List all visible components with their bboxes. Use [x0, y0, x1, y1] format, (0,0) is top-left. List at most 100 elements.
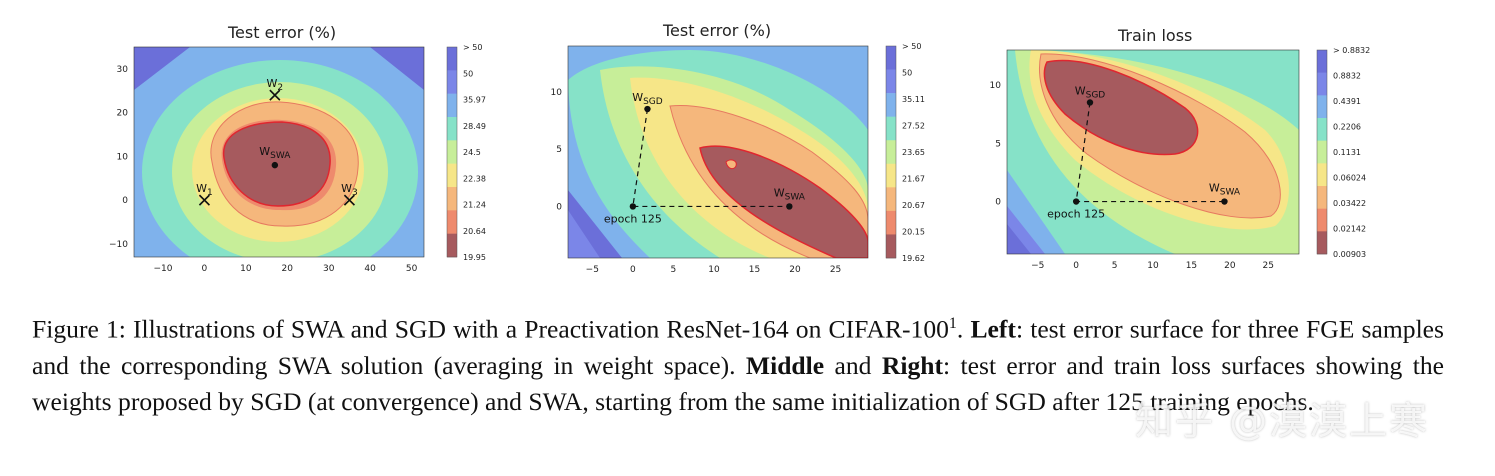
fge-sample-marker: [198, 194, 210, 206]
point-label-subscript: 3: [352, 188, 358, 198]
point-label-subscript: SGD: [643, 97, 663, 107]
weight-point-marker: [629, 203, 637, 210]
colorbar-label: 22.38: [463, 174, 486, 183]
y-tick-label: 0: [995, 198, 1001, 208]
colorbar-label: 27.52: [902, 122, 925, 131]
colorbar-segment: [447, 117, 457, 141]
x-tick-label: 20: [1224, 261, 1236, 271]
x-tick-label: −10: [154, 264, 173, 274]
x-tick-label: −5: [1031, 261, 1044, 271]
figure-caption: Figure 1: Illustrations of SWA and SGD w…: [32, 306, 1444, 420]
point-label-subscript: SWA: [785, 192, 806, 202]
y-tick-label: −10: [109, 240, 128, 250]
point-label: epoch 125: [604, 212, 662, 225]
x-tick-label: 10: [708, 265, 720, 275]
figure-panel-left: Test error (%) −10 0 10 20 30 40 50 30 20 10 0 −10 …: [100, 20, 486, 280]
caption-right-text: : test error and train loss surfaces sho…: [32, 350, 1444, 416]
colorbar-segment: [447, 163, 457, 188]
colorbar-label: 21.24: [463, 201, 486, 210]
colorbar-label: 24.5: [463, 148, 481, 157]
colorbar-segment: [447, 47, 457, 71]
colorbar-segment: [886, 210, 896, 235]
colorbar-label: 0.4391: [1333, 97, 1361, 106]
caption-sep: .: [956, 314, 971, 344]
weight-point-marker: [644, 105, 651, 113]
colorbar-segment: [447, 70, 457, 94]
y-tick-label: 0: [122, 196, 128, 206]
colorbar-label: 0.03422: [1333, 199, 1366, 208]
colorbar-label: 20.64: [463, 227, 486, 236]
y-tick-label: 30: [117, 65, 129, 75]
colorbar-segment: [447, 233, 457, 258]
x-tick-label: −5: [586, 265, 599, 275]
y-tick-label: 5: [995, 139, 1001, 149]
colorbar-segment: [1317, 50, 1327, 73]
panel-title: Test error (%): [663, 21, 772, 40]
contour-corner: [370, 47, 424, 90]
colorbar-segment: [1317, 163, 1327, 187]
x-tick-label: 0: [202, 264, 208, 274]
colorbar-label: 0.02142: [1333, 225, 1366, 234]
colorbar-label: 35.11: [902, 95, 925, 104]
colorbar-label: > 50: [902, 42, 921, 51]
colorbar-label: 20.67: [902, 201, 925, 210]
colorbar-segment: [886, 140, 896, 165]
y-tick-label: 20: [117, 109, 129, 119]
contour-corner: [134, 47, 190, 90]
colorbar-segment: [1317, 208, 1327, 232]
y-tick-label: 10: [117, 152, 129, 162]
colorbar-label: 50: [463, 69, 473, 78]
x-tick-label: 0: [630, 265, 636, 275]
colorbar-segment: [886, 163, 896, 188]
x-tick-label: 20: [282, 264, 294, 274]
colorbar-label: 0.2206: [1333, 123, 1361, 132]
colorbar-segment: [1317, 186, 1327, 209]
x-tick-label: 5: [1112, 261, 1118, 271]
colorbar-segment: [886, 116, 896, 141]
point-label: epoch 125: [1047, 208, 1105, 221]
x-tick-label: 5: [671, 265, 677, 275]
colorbar-segment: [447, 187, 457, 211]
y-tick-label: 10: [551, 88, 563, 98]
colorbar-segment: [1317, 231, 1327, 255]
x-tick-label: 15: [749, 265, 760, 275]
colorbar-label: 50: [902, 69, 912, 78]
y-tick-label: 10: [990, 81, 1002, 91]
colorbar-label: 0.06024: [1333, 174, 1366, 183]
colorbar-label: 19.62: [902, 254, 925, 263]
x-tick-label: 25: [830, 265, 841, 275]
colorbar-segment: [447, 140, 457, 164]
weight-point-marker: [1221, 198, 1228, 205]
colorbar-label: > 50: [463, 43, 482, 52]
colorbar-segment: [1317, 140, 1327, 164]
caption-middle-label: Middle: [745, 350, 825, 380]
colorbar-segment: [447, 210, 457, 234]
fge-sample-marker: [343, 194, 355, 206]
figure-panel-middle: Test error (%) −5 0 5 10 15 20 25 10 5 0 WSGD epoc…: [530, 20, 950, 280]
trajectory-line: [632, 108, 790, 208]
weight-point-marker: [1072, 198, 1080, 205]
caption-footnote: 1: [948, 315, 957, 332]
point-label-subscript: SGD: [1086, 90, 1106, 100]
colorbar-segment: [886, 46, 896, 70]
x-tick-label: 10: [1147, 261, 1159, 271]
x-tick-label: 25: [1263, 261, 1274, 271]
colorbar-segment: [886, 187, 896, 212]
panel-title: Train loss: [1118, 26, 1193, 45]
colorbar-label: > 0.8832: [1333, 46, 1370, 55]
weight-point-marker: [271, 161, 279, 169]
caption-and: and: [824, 350, 882, 380]
x-tick-label: 0: [1073, 261, 1079, 271]
x-tick-label: 50: [406, 264, 418, 274]
colorbar-label: 28.49: [463, 122, 486, 131]
colorbar-label: 0.00903: [1333, 250, 1366, 259]
point-label-subscript: 2: [277, 83, 283, 93]
colorbar-label: 23.65: [902, 148, 925, 157]
caption-left-label: Left: [970, 314, 1016, 344]
caption-left-text: : test error surface for three FGE sampl…: [32, 314, 1444, 380]
colorbar-label: 0.8832: [1333, 72, 1361, 81]
fge-sample-marker: [269, 89, 281, 101]
caption-right-label: Right: [881, 350, 944, 380]
